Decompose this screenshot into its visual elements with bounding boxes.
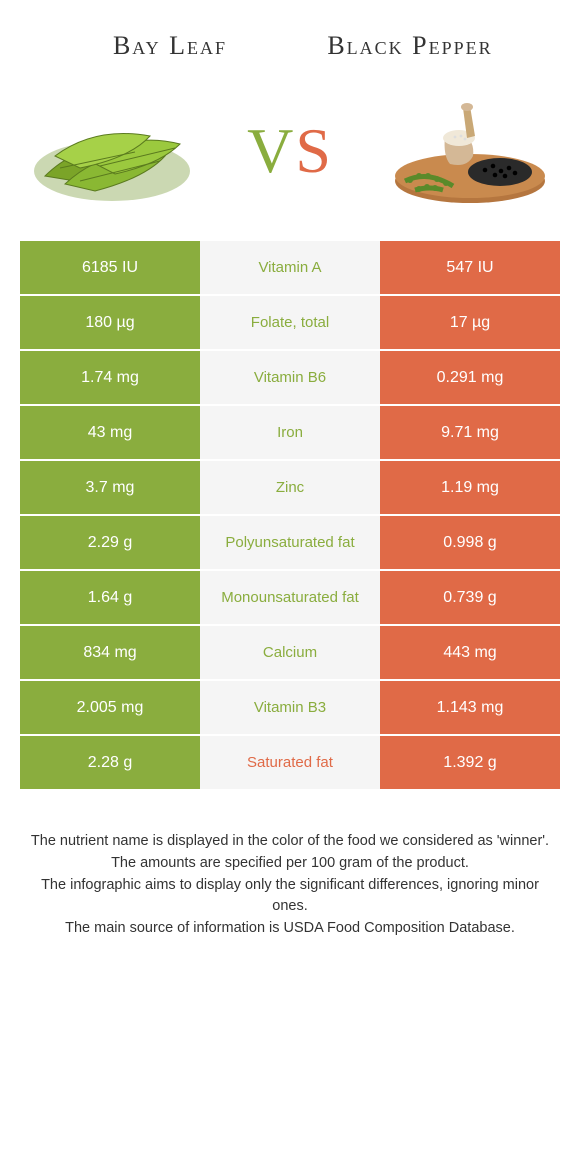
nutrient-name-cell: Polyunsaturated fat	[200, 516, 380, 571]
left-value-cell: 834 mg	[20, 626, 200, 681]
table-row: 2.29 gPolyunsaturated fat0.998 g	[20, 516, 560, 571]
nutrient-name-cell: Calcium	[200, 626, 380, 681]
left-value-cell: 2.29 g	[20, 516, 200, 571]
left-value-cell: 1.64 g	[20, 571, 200, 626]
left-value-cell: 3.7 mg	[20, 461, 200, 516]
nutrient-name-cell: Iron	[200, 406, 380, 461]
left-value-cell: 43 mg	[20, 406, 200, 461]
vs-v-letter: V	[247, 115, 295, 186]
table-row: 1.64 gMonounsaturated fat0.739 g	[20, 571, 560, 626]
right-value-cell: 0.291 mg	[380, 351, 560, 406]
left-value-cell: 2.28 g	[20, 736, 200, 791]
bay-leaf-image	[20, 86, 205, 216]
nutrient-name-cell: Vitamin B6	[200, 351, 380, 406]
right-value-cell: 0.739 g	[380, 571, 560, 626]
table-row: 834 mgCalcium443 mg	[20, 626, 560, 681]
right-value-cell: 1.143 mg	[380, 681, 560, 736]
footer-notes: The nutrient name is displayed in the co…	[0, 791, 580, 940]
right-value-cell: 9.71 mg	[380, 406, 560, 461]
table-row: 1.74 mgVitamin B60.291 mg	[20, 351, 560, 406]
nutrient-name-cell: Monounsaturated fat	[200, 571, 380, 626]
left-value-cell: 1.74 mg	[20, 351, 200, 406]
nutrient-table: 6185 IUVitamin A547 IU180 µgFolate, tota…	[20, 241, 560, 791]
left-value-cell: 180 µg	[20, 296, 200, 351]
right-value-cell: 1.19 mg	[380, 461, 560, 516]
images-row: VS	[0, 71, 580, 241]
vs-label: VS	[247, 114, 333, 188]
nutrient-name-cell: Vitamin B3	[200, 681, 380, 736]
nutrient-name-cell: Folate, total	[200, 296, 380, 351]
footer-line-4: The main source of information is USDA F…	[30, 918, 550, 940]
table-row: 2.28 gSaturated fat1.392 g	[20, 736, 560, 791]
nutrient-name-cell: Saturated fat	[200, 736, 380, 791]
nutrient-name-cell: Zinc	[200, 461, 380, 516]
right-value-cell: 17 µg	[380, 296, 560, 351]
left-food-title: Bay Leaf	[50, 30, 290, 61]
table-row: 6185 IUVitamin A547 IU	[20, 241, 560, 296]
right-food-title: Black Pepper	[290, 30, 530, 61]
vs-s-letter: S	[295, 115, 333, 186]
table-row: 2.005 mgVitamin B31.143 mg	[20, 681, 560, 736]
table-row: 3.7 mgZinc1.19 mg	[20, 461, 560, 516]
right-value-cell: 1.392 g	[380, 736, 560, 791]
right-value-cell: 547 IU	[380, 241, 560, 296]
footer-line-2: The amounts are specified per 100 gram o…	[30, 853, 550, 875]
right-value-cell: 443 mg	[380, 626, 560, 681]
header: Bay Leaf Black Pepper	[0, 0, 580, 71]
footer-line-1: The nutrient name is displayed in the co…	[30, 831, 550, 853]
footer-line-3: The infographic aims to display only the…	[30, 875, 550, 919]
nutrient-name-cell: Vitamin A	[200, 241, 380, 296]
table-row: 43 mgIron9.71 mg	[20, 406, 560, 461]
black-pepper-image	[375, 86, 560, 216]
left-value-cell: 2.005 mg	[20, 681, 200, 736]
left-value-cell: 6185 IU	[20, 241, 200, 296]
right-value-cell: 0.998 g	[380, 516, 560, 571]
table-row: 180 µgFolate, total17 µg	[20, 296, 560, 351]
